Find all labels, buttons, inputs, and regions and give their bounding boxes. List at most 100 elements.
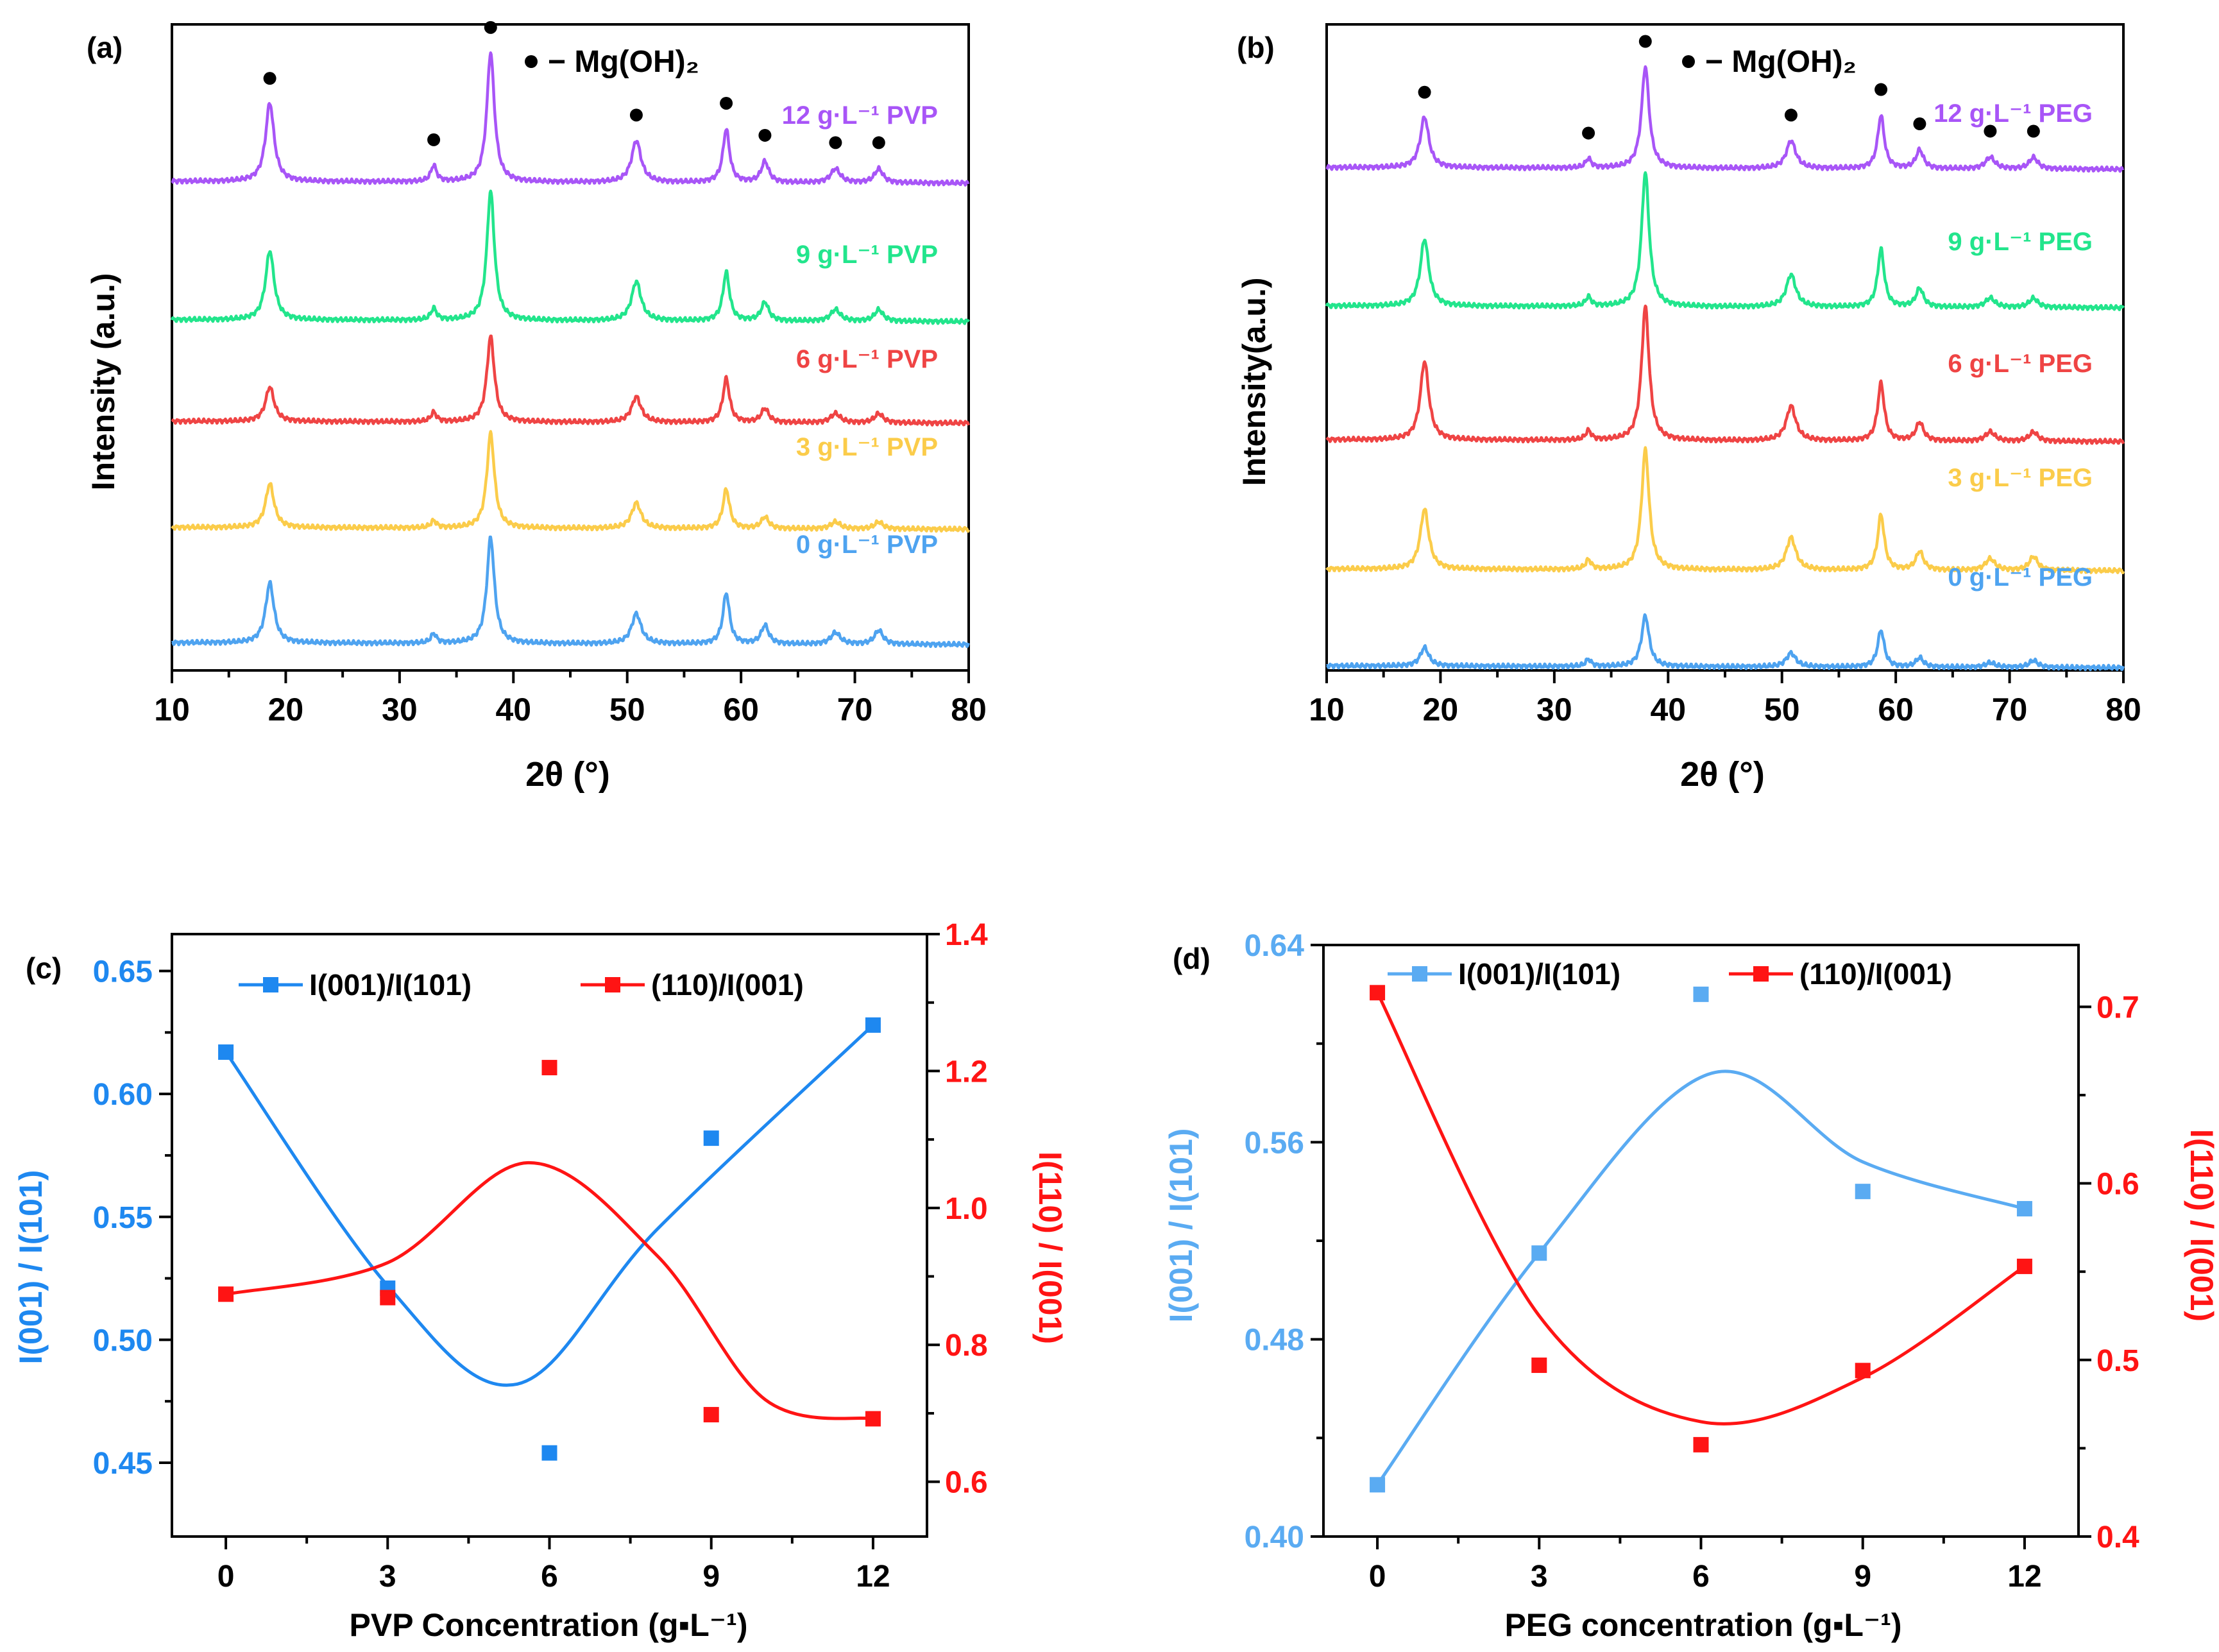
x-axis-label-d: PEG concentration (g▪L⁻¹): [1504, 1607, 1901, 1643]
data-point-1: [1531, 1358, 1547, 1374]
y-right-label-d: I(110) / I(001): [2184, 1129, 2219, 1322]
y-left-label-c: I(001) / I(101): [13, 1170, 49, 1365]
mg-oh2-marker: [1984, 124, 1997, 138]
y-right-tick-label: 0.6: [945, 1466, 988, 1500]
y-right-tick-label: 0.4: [2096, 1520, 2139, 1554]
mg-oh2-marker: [720, 96, 733, 110]
data-point-0: [218, 1044, 234, 1060]
legend-label-0: I(001)/I(101): [309, 968, 472, 1001]
legend-square-0: [263, 977, 278, 992]
y-right-tick-label: 1.0: [945, 1192, 988, 1226]
x-tick-label: 10: [154, 692, 190, 728]
x-axis-label-b: 2θ (°): [1680, 755, 1765, 794]
x-tick-label: 12: [2007, 1560, 2041, 1594]
legend-label-0: I(001)/I(101): [1458, 957, 1620, 991]
mg-oh2-marker: [484, 21, 497, 34]
series-label-0: 12 g·L⁻¹ PVP: [782, 101, 938, 130]
series-label-3: 3 g·L⁻¹ PVP: [796, 433, 938, 461]
data-point-1: [2016, 1258, 2032, 1274]
mg-oh2-marker: [1638, 35, 1652, 48]
data-point-1: [865, 1411, 881, 1427]
data-point-0: [1370, 1477, 1386, 1493]
series-label-3: 3 g·L⁻¹ PEG: [1948, 464, 2093, 492]
data-point-0: [1531, 1245, 1547, 1261]
pattern-1: [170, 189, 970, 325]
x-tick-label: 30: [382, 692, 418, 728]
series-label-2: 6 g·L⁻¹ PEG: [1948, 350, 2093, 378]
legend-label: − Mg(OH)₂: [548, 45, 699, 79]
y-axis-label-b: Intensity(a.u.): [1236, 277, 1272, 486]
y-left-tick-label: 0.64: [1245, 929, 1305, 963]
pattern-1: [1325, 171, 2125, 312]
mg-oh2-marker: [1913, 117, 1926, 131]
fit-curve-0: [1376, 1069, 2025, 1486]
panel-label-b: (b): [1237, 31, 1275, 64]
x-tick-label: 6: [1692, 1560, 1710, 1594]
y-left-tick-label: 0.60: [93, 1078, 153, 1112]
y-left-tick-label: 0.50: [93, 1324, 153, 1358]
y-right-tick-label: 1.2: [945, 1055, 988, 1089]
x-tick-label: 9: [1854, 1560, 1871, 1594]
x-tick-label: 12: [856, 1560, 890, 1594]
pattern-4: [1325, 613, 2125, 672]
data-point-0: [703, 1130, 719, 1146]
mg-oh2-marker: [1784, 108, 1798, 122]
series-label-4: 0 g·L⁻¹ PEG: [1948, 563, 2093, 592]
legend-square-1: [605, 977, 620, 992]
data-point-0: [865, 1017, 881, 1033]
x-tick-label: 50: [609, 692, 645, 728]
series-label-0: 12 g·L⁻¹ PEG: [1934, 99, 2093, 128]
y-right-tick-label: 0.8: [945, 1329, 988, 1363]
mg-oh2-marker: [872, 136, 885, 149]
x-tick-label: 3: [379, 1560, 396, 1594]
data-point-0: [1693, 986, 1709, 1002]
x-axis-label-a: 2θ (°): [525, 755, 610, 794]
data-point-1: [1693, 1436, 1709, 1452]
mg-oh2-marker: [758, 128, 772, 142]
data-point-0: [541, 1445, 557, 1461]
y-right-label-c: I(110) / I(001): [1032, 1152, 1068, 1344]
y-left-tick-label: 0.40: [1245, 1520, 1304, 1554]
y-left-tick-label: 0.55: [93, 1201, 153, 1235]
legend-square-0: [1412, 966, 1427, 982]
data-point-1: [1370, 985, 1386, 1001]
pattern-3: [171, 430, 971, 533]
legend-square-1: [1753, 966, 1769, 982]
x-tick-label: 10: [1309, 692, 1345, 728]
x-tick-label: 60: [723, 692, 759, 728]
x-tick-label: 60: [1878, 692, 1914, 728]
y-right-tick-label: 1.4: [945, 918, 988, 952]
series-label-4: 0 g·L⁻¹ PVP: [796, 531, 938, 559]
data-point-0: [1855, 1184, 1871, 1200]
x-tick-label: 80: [2105, 692, 2141, 728]
y-left-tick-label: 0.56: [1245, 1126, 1304, 1160]
panel-label-a: (a): [87, 31, 123, 64]
mg-oh2-marker: [2027, 124, 2040, 138]
x-tick-label: 9: [702, 1560, 720, 1594]
pattern-0: [171, 51, 970, 187]
y-axis-label-a: Intensity (a.u.): [85, 273, 121, 491]
x-tick-label: 30: [1536, 692, 1572, 728]
x-tick-label: 70: [1992, 692, 2028, 728]
panel-d-ratio-peg: (d) I(001) / I(101) I(110) / I(001) PEG …: [1163, 929, 2219, 1643]
mg-oh2-marker: [629, 108, 643, 122]
pattern-2: [171, 334, 971, 427]
y-left-tick-label: 0.65: [93, 955, 153, 989]
mg-oh2-marker: [1582, 126, 1595, 140]
x-tick-label: 80: [951, 692, 987, 728]
x-tick-label: 20: [1423, 692, 1459, 728]
data-point-1: [703, 1407, 719, 1423]
y-left-label-d: I(001) / I(101): [1163, 1128, 1199, 1323]
y-left-tick-label: 0.45: [93, 1447, 153, 1481]
x-tick-label: 70: [837, 692, 873, 728]
pattern-4: [171, 535, 971, 649]
x-tick-label: 40: [495, 692, 531, 728]
data-point-1: [218, 1286, 234, 1302]
y-right-tick-label: 0.5: [2096, 1344, 2139, 1378]
panel-label-d: (d): [1173, 942, 1211, 975]
y-right-tick-label: 0.7: [2096, 991, 2139, 1025]
legend-label-1: (110)/I(001): [1799, 957, 1952, 991]
series-label-1: 9 g·L⁻¹ PVP: [796, 241, 938, 269]
x-tick-label: 50: [1764, 692, 1800, 728]
